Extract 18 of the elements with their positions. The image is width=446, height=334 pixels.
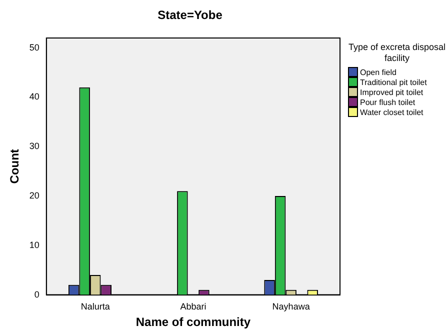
- legend-title: Type of excreta disposal facility: [348, 42, 446, 64]
- chart-title: State=Yobe: [156, 8, 224, 22]
- legend-label: Traditional pit toilet: [360, 78, 427, 86]
- y-tick-label: 50: [29, 42, 40, 52]
- legend-label: Improved pit toilet: [360, 88, 424, 96]
- y-axis-title: Count: [8, 149, 22, 184]
- x-tick-label: Nalurta: [80, 302, 110, 312]
- y-tick-label: 0: [34, 289, 40, 300]
- legend-label: Open field: [360, 68, 396, 76]
- x-tick-label: Nayhawa: [272, 302, 310, 312]
- legend-label: Water closet toilet: [360, 108, 424, 116]
- y-tick-label: 30: [29, 141, 40, 152]
- x-tick-label: Abbari: [180, 302, 206, 312]
- y-tick-label: 20: [29, 190, 40, 201]
- legend-label: Pour flush toilet: [360, 98, 416, 106]
- y-tick-label: 40: [29, 92, 40, 102]
- y-tick-label: 10: [29, 240, 40, 250]
- x-axis-title: Name of community: [136, 315, 251, 330]
